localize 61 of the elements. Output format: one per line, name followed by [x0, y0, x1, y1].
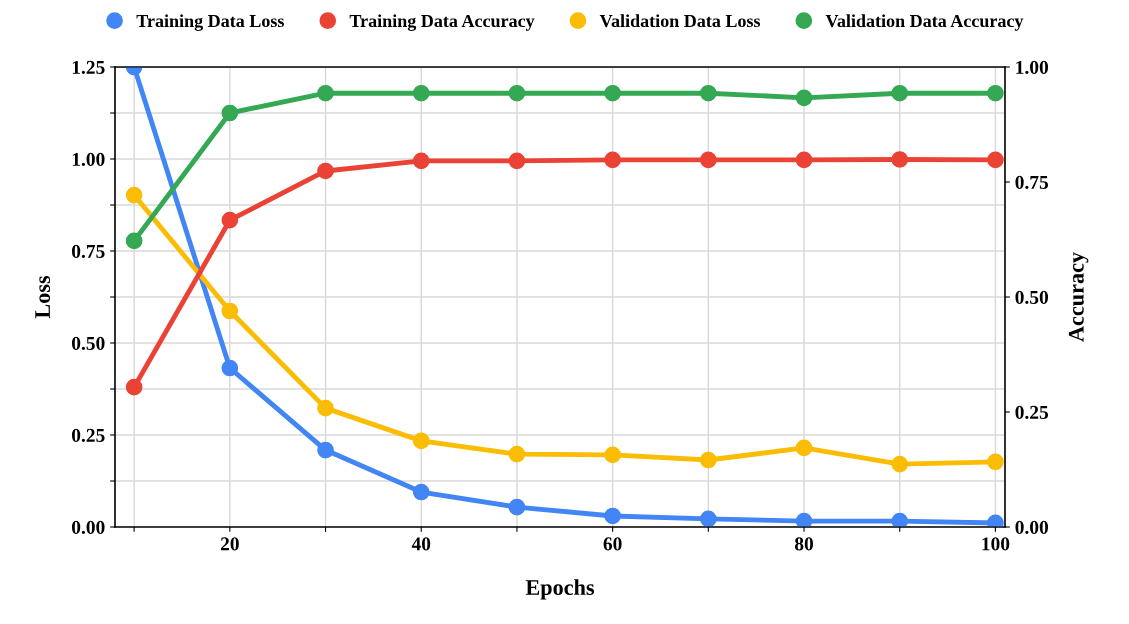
point: [125, 186, 143, 204]
y2-tick-label: 0.00: [1015, 520, 1049, 535]
point: [795, 89, 813, 107]
point: [221, 302, 239, 320]
x-tick-label: 40: [411, 537, 431, 551]
y2-tick-label: 0.50: [1015, 290, 1049, 305]
point: [221, 211, 239, 229]
point: [987, 453, 1004, 471]
legend-label: Validation Data Loss: [599, 14, 761, 28]
point: [412, 84, 430, 102]
x-tick-label: 100: [982, 537, 1010, 551]
point: [891, 512, 909, 527]
point: [317, 84, 334, 102]
point: [221, 104, 239, 122]
point: [699, 151, 717, 169]
legend-label: Training Data Accuracy: [349, 14, 535, 31]
y2-tick-label: 1.00: [1016, 60, 1049, 75]
y-tick-label: 0.75: [71, 244, 105, 259]
point: [891, 84, 909, 102]
y-tick-label: 0.50: [71, 336, 105, 351]
point: [508, 445, 526, 463]
point: [699, 451, 717, 469]
point: [604, 507, 621, 525]
point: [604, 84, 621, 102]
point: [508, 84, 526, 102]
x-axis-title: Epochs: [525, 579, 595, 600]
y-axis-title: Loss: [35, 275, 51, 319]
y2-axis-title: Accuracy: [1068, 252, 1089, 342]
point: [412, 432, 430, 450]
point: [317, 441, 334, 459]
y-tick-label: 1.00: [72, 152, 105, 167]
x-tick-label: 80: [794, 537, 814, 551]
point: [125, 378, 143, 396]
point: [508, 498, 526, 516]
point: [795, 512, 813, 527]
point: [317, 399, 334, 417]
point: [604, 151, 621, 169]
x-tick-label: 20: [220, 537, 239, 551]
point: [604, 446, 621, 464]
point: [987, 84, 1004, 102]
point: [317, 162, 334, 180]
y2-tick-label: 0.25: [1015, 405, 1049, 420]
point: [508, 152, 526, 170]
point: [987, 151, 1004, 169]
point: [221, 359, 239, 377]
point: [891, 151, 909, 168]
point: [412, 152, 430, 170]
point: [891, 455, 909, 473]
point: [699, 84, 717, 102]
y-tick-label: 0.25: [71, 428, 105, 443]
legend-label: Validation Data Accuracy: [825, 14, 1024, 31]
point: [699, 510, 717, 527]
x-tick-label: 60: [603, 537, 622, 551]
y2-tick-label: 0.75: [1015, 175, 1049, 190]
y-tick-label: 1.25: [72, 60, 105, 75]
point: [125, 232, 143, 250]
y-tick-label: 0.00: [71, 520, 105, 535]
legend-label: Training Data Loss: [136, 14, 284, 31]
point: [795, 439, 813, 457]
point: [412, 483, 430, 501]
point: [795, 151, 813, 169]
